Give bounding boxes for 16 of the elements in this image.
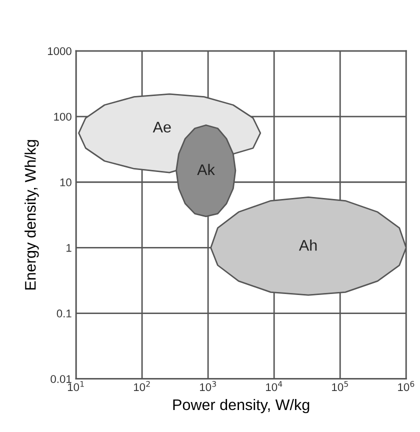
x-tick-label: 10$^{4}$	[266, 381, 282, 392]
y-tick-label: 0.01	[50, 375, 72, 383]
y-tick-label: 1	[66, 244, 72, 252]
x-tick-label: 10$^{2}$	[134, 380, 150, 392]
y-tick-label: 1000	[48, 47, 72, 56]
x-axis-title: Power density, W/kg	[173, 398, 310, 414]
x-tick-label: 10$^{6}$	[398, 380, 414, 392]
series-label: Ae	[152, 122, 171, 133]
series-label: Ak	[197, 164, 215, 175]
x-tick-label: 10$^{5}$	[332, 381, 348, 392]
x-tick-label: 10$^{3}$	[200, 380, 216, 392]
y-tick-label: 100	[54, 112, 72, 121]
y-tick-label: 0.1	[56, 310, 72, 318]
y-axis-title: Energy density, Wh/kg	[24, 140, 39, 290]
y-tick-label: 10	[60, 178, 72, 186]
series-label: Ah	[298, 240, 317, 251]
